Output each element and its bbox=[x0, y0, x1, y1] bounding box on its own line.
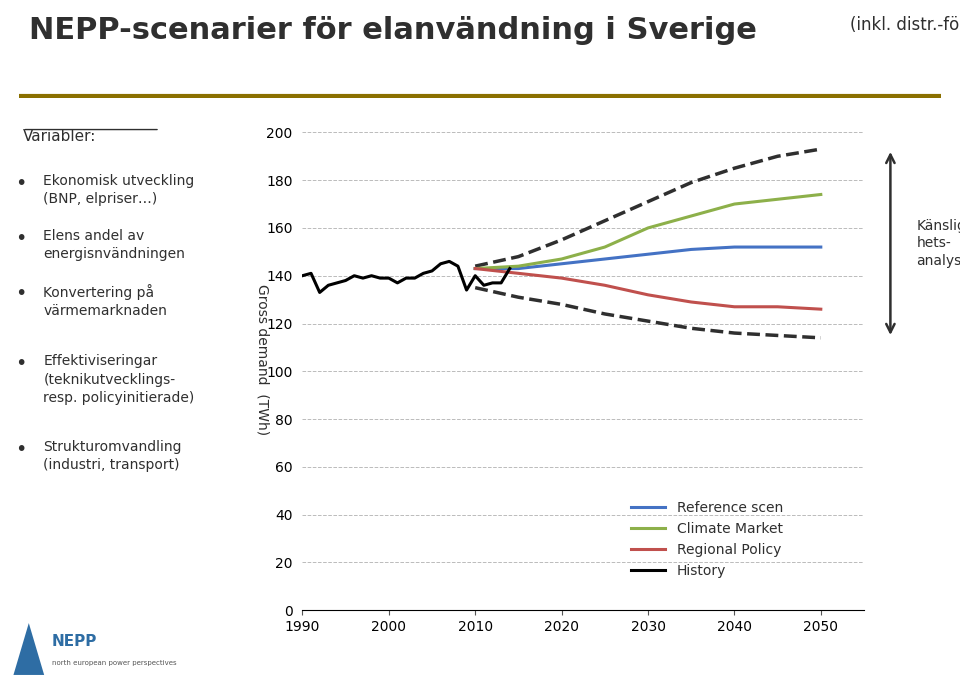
Y-axis label: Gross demand  (TWh): Gross demand (TWh) bbox=[255, 284, 269, 435]
Text: NEPP: NEPP bbox=[52, 634, 97, 649]
Text: •: • bbox=[14, 174, 26, 193]
Legend: Reference scen, Climate Market, Regional Policy, History: Reference scen, Climate Market, Regional… bbox=[625, 495, 788, 583]
Text: •: • bbox=[14, 355, 26, 374]
Text: Elens andel av
energisnvändningen: Elens andel av energisnvändningen bbox=[43, 229, 185, 261]
Text: •: • bbox=[14, 229, 26, 248]
Text: Känslig-
hets-
analys: Känslig- hets- analys bbox=[916, 219, 960, 268]
Text: •: • bbox=[14, 439, 26, 458]
Text: Ekonomisk utveckling
(BNP, elpriser…): Ekonomisk utveckling (BNP, elpriser…) bbox=[43, 174, 195, 206]
Text: Effektiviseringar
(teknikutvecklings-
resp. policyinitierade): Effektiviseringar (teknikutvecklings- re… bbox=[43, 355, 195, 405]
Text: NEPP-scenarier för elanvändning i Sverige: NEPP-scenarier för elanvändning i Sverig… bbox=[29, 16, 756, 45]
Text: Strukturomvandling
(industri, transport): Strukturomvandling (industri, transport) bbox=[43, 439, 181, 472]
Text: (inkl. distr.-förluster): (inkl. distr.-förluster) bbox=[850, 16, 960, 35]
Polygon shape bbox=[13, 623, 44, 675]
Text: Konvertering på
värmemarknaden: Konvertering på värmemarknaden bbox=[43, 284, 167, 319]
Text: north european power perspectives: north european power perspectives bbox=[52, 660, 177, 666]
Text: Variabler:: Variabler: bbox=[23, 129, 96, 144]
Text: •: • bbox=[14, 284, 26, 303]
